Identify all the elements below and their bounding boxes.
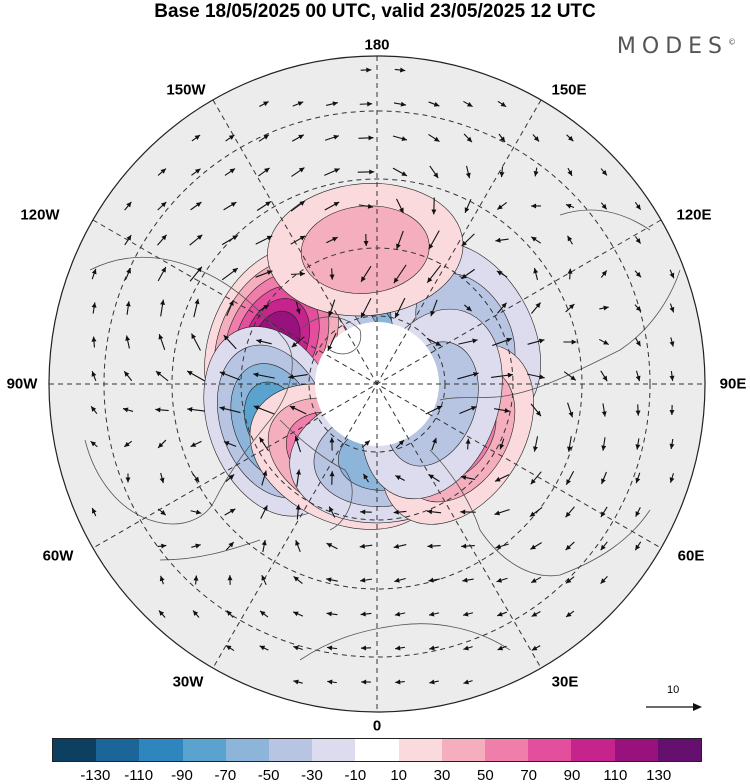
lon-label-90w: 90W [7, 376, 38, 393]
colorbar-swatch [485, 739, 528, 761]
colorbar-swatch [269, 739, 312, 761]
lon-label-30e: 30E [552, 674, 579, 691]
wind-scale-label: 10 [667, 684, 679, 696]
colorbar-swatch [571, 739, 614, 761]
colorbar-swatch [399, 739, 442, 761]
colorbar-swatch [183, 739, 226, 761]
colorbar-swatch [226, 739, 269, 761]
lon-label-120w: 120W [20, 207, 59, 224]
colorbar-tick-label: -70 [214, 767, 236, 784]
lon-label-90e: 90E [720, 376, 747, 393]
colorbar-tick-label: 10 [390, 767, 407, 784]
colorbar-swatch [528, 739, 571, 761]
colorbar-swatch [312, 739, 355, 761]
colorbar-swatch [442, 739, 485, 761]
colorbar-tick-label: -50 [258, 767, 280, 784]
lon-label-150w: 150W [166, 82, 205, 99]
reference-arrow [646, 703, 702, 711]
lon-label-60w: 60W [43, 548, 74, 565]
colorbar-tick-label: -10 [344, 767, 366, 784]
lon-label-30w: 30W [173, 674, 204, 691]
lon-label-120e: 120E [676, 207, 711, 224]
colorbar-tick-label: 130 [646, 767, 671, 784]
lon-label-180: 180 [364, 37, 389, 54]
colorbar [52, 738, 702, 762]
colorbar-tick-label: 30 [434, 767, 451, 784]
colorbar-swatch [615, 739, 658, 761]
colorbar-swatch [355, 739, 398, 761]
colorbar-tick-label: -90 [171, 767, 193, 784]
colorbar-tick-label: 110 [603, 767, 627, 784]
colorbar-tick-label: 90 [564, 767, 581, 784]
colorbar-swatch [139, 739, 182, 761]
colorbar-tick-label: -130 [80, 767, 110, 784]
colorbar-swatch [658, 739, 701, 761]
lon-label-150e: 150E [551, 82, 586, 99]
polar-map [0, 0, 750, 730]
colorbar-tick-label: -30 [301, 767, 323, 784]
lon-label-0: 0 [373, 718, 381, 735]
colorbar-tick-label: 70 [520, 767, 537, 784]
colorbar-tick-label: 50 [477, 767, 494, 784]
colorbar-swatch [96, 739, 139, 761]
colorbar-swatch [53, 739, 96, 761]
colorbar-tick-label: -110 [124, 767, 153, 784]
lon-label-60e: 60E [678, 548, 705, 565]
